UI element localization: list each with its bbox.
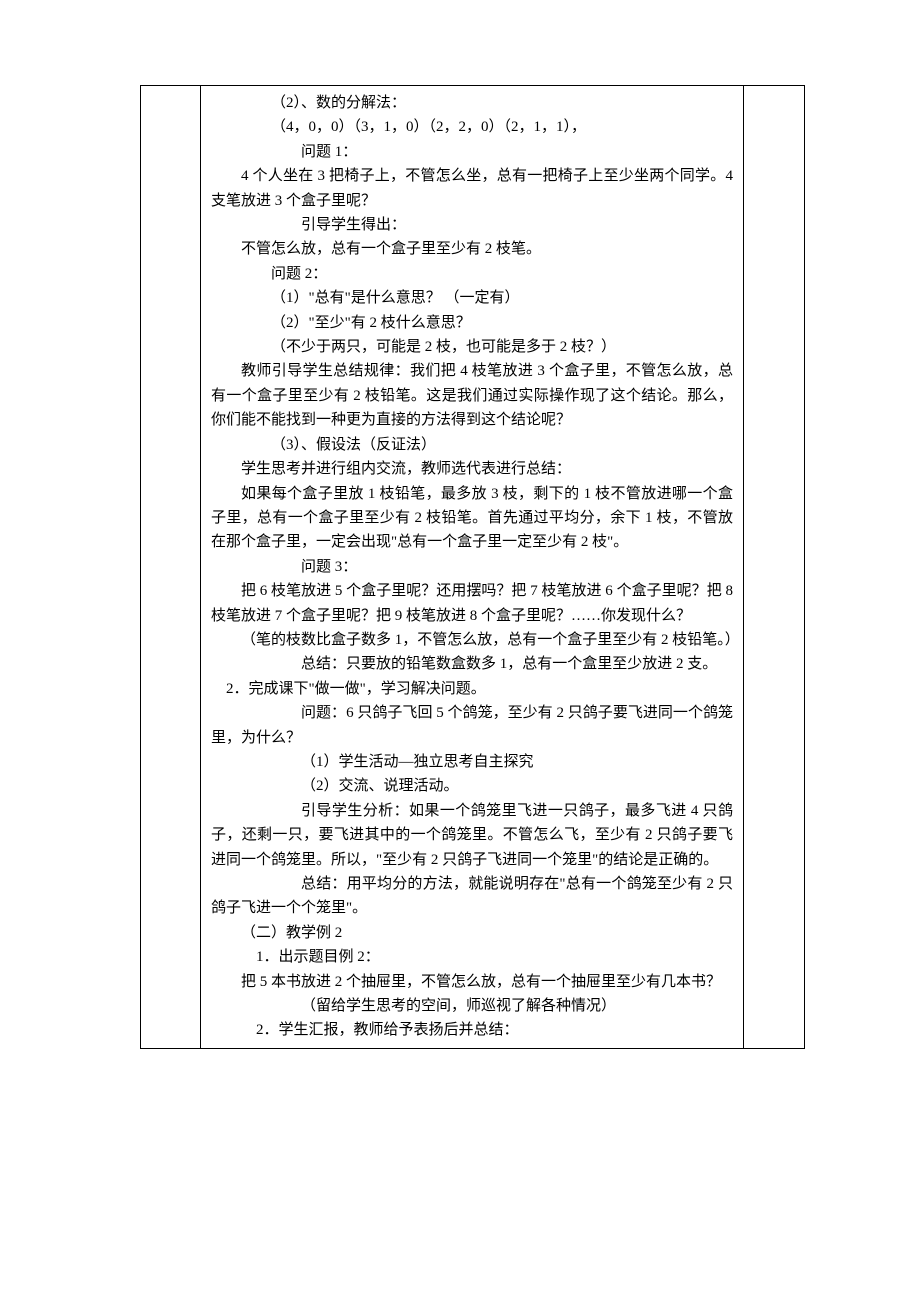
- content-line: 把 6 枝笔放进 5 个盒子里呢？还用摆吗？把 7 枝笔放进 6 个盒子里呢？把…: [211, 579, 733, 628]
- lesson-content: （2）、数的分解法：（4，0，0）（3，1，0）（2，2，0）（2，1，1），问…: [211, 91, 733, 1043]
- content-line: （3）、假设法（反证法）: [211, 433, 733, 457]
- right-column: [744, 86, 804, 1048]
- document-table: （2）、数的分解法：（4，0，0）（3，1，0）（2，2，0）（2，1，1），问…: [140, 85, 805, 1049]
- content-line: 引导学生得出：: [211, 213, 733, 237]
- left-column: [141, 86, 201, 1048]
- content-line: 1．出示题目例 2：: [211, 945, 733, 969]
- content-line: 总结：用平均分的方法，就能说明存在"总有一个鸽笼至少有 2 只鸽子飞进一个个笼里…: [211, 872, 733, 921]
- content-line: 问题：6 只鸽子飞回 5 个鸽笼，至少有 2 只鸽子要飞进同一个鸽笼里，为什么？: [211, 701, 733, 750]
- content-line: （2）、数的分解法：: [211, 91, 733, 115]
- table-row: （2）、数的分解法：（4，0，0）（3，1，0）（2，2，0）（2，1，1），问…: [141, 86, 804, 1048]
- page-container: （2）、数的分解法：（4，0，0）（3，1，0）（2，2，0）（2，1，1），问…: [0, 0, 920, 1302]
- content-line: 教师引导学生总结规律：我们把 4 枝笔放进 3 个盒子里，不管怎么放，总有一个盒…: [211, 359, 733, 432]
- content-line: （不少于两只，可能是 2 枝，也可能是多于 2 枝？）: [211, 335, 733, 359]
- content-line: （4，0，0）（3，1，0）（2，2，0）（2，1，1），: [211, 115, 733, 139]
- content-line: 问题 3：: [211, 555, 733, 579]
- content-line: 学生思考并进行组内交流，教师选代表进行总结：: [211, 457, 733, 481]
- content-line: （1）"总有"是什么意思？ （一定有）: [211, 286, 733, 310]
- content-line: 把 5 本书放进 2 个抽屉里，不管怎么放，总有一个抽屉里至少有几本书？: [211, 970, 733, 994]
- content-line: （二）教学例 2: [211, 921, 733, 945]
- content-line: 引导学生分析：如果一个鸽笼里飞进一只鸽子，最多飞进 4 只鸽子，还剩一只，要飞进…: [211, 799, 733, 872]
- content-line: 问题 1：: [211, 140, 733, 164]
- content-column: （2）、数的分解法：（4，0，0）（3，1，0）（2，2，0）（2，1，1），问…: [201, 86, 744, 1048]
- content-line: 如果每个盒子里放 1 枝铅笔，最多放 3 枝，剩下的 1 枝不管放进哪一个盒子里…: [211, 482, 733, 555]
- content-line: 问题 2：: [211, 262, 733, 286]
- content-line: 不管怎么放，总有一个盒子里至少有 2 枝笔。: [211, 237, 733, 261]
- content-line: 2．完成课下"做一做"，学习解决问题。: [211, 677, 733, 701]
- content-line: 总结：只要放的铅笔数盒数多 1，总有一个盒里至少放进 2 支。: [211, 652, 733, 676]
- content-line: （1）学生活动—独立思考自主探究: [211, 750, 733, 774]
- content-line: （留给学生思考的空间，师巡视了解各种情况）: [211, 994, 733, 1018]
- content-line: （2）交流、说理活动。: [211, 774, 733, 798]
- content-line: 4 个人坐在 3 把椅子上，不管怎么坐，总有一把椅子上至少坐两个同学。4 支笔放…: [211, 164, 733, 213]
- content-line: 2．学生汇报，教师给予表扬后并总结：: [211, 1018, 733, 1042]
- content-line: （笔的枝数比盒子数多 1，不管怎么放，总有一个盒子里至少有 2 枝铅笔。）: [211, 628, 733, 652]
- content-line: （2）"至少"有 2 枝什么意思？: [211, 311, 733, 335]
